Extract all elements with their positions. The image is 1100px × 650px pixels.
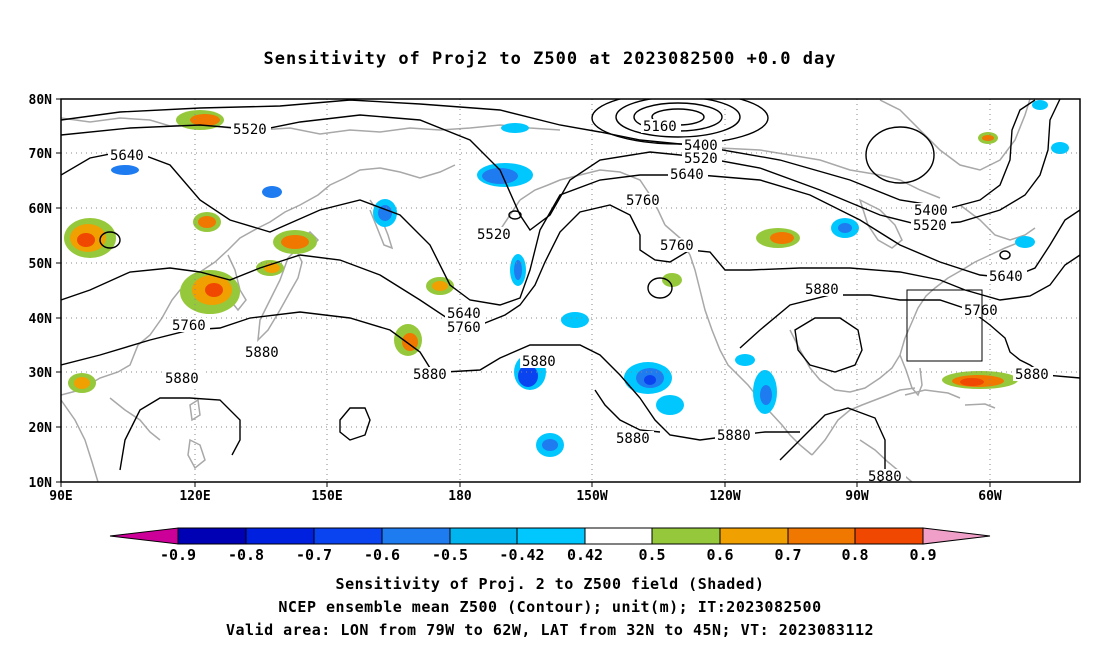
lon-label: 150E bbox=[311, 489, 342, 504]
colorbar-label: -0.6 bbox=[364, 546, 400, 564]
lon-label: 120W bbox=[709, 489, 740, 504]
contour-label: 5640 bbox=[110, 148, 144, 164]
negative-patch-baja bbox=[735, 354, 777, 414]
colorbar-label: -0.8 bbox=[228, 546, 264, 564]
contour-labels: 5160 5400 5400 5520 5520 5520 5520 5640 … bbox=[110, 119, 1049, 485]
colorbar-segment bbox=[381, 527, 451, 545]
contour-label: 5520 bbox=[684, 151, 718, 167]
longitude-axis: 90E 120E 150E 180 150W 120W 90W 60W bbox=[49, 482, 1002, 504]
negative-patch-canada bbox=[111, 100, 1069, 248]
lat-label: 80N bbox=[29, 93, 53, 108]
contour-label: 5880 bbox=[165, 371, 199, 387]
colorbar-segment bbox=[651, 527, 721, 545]
lon-label: 90W bbox=[845, 489, 869, 504]
colorbar-segment bbox=[787, 527, 856, 545]
latitude-axis: 80N 70N 60N 50N 40N 30N 20N 10N bbox=[29, 93, 61, 491]
contour-label: 5880 bbox=[717, 428, 751, 444]
lon-label: 120E bbox=[179, 489, 210, 504]
contour-label: 5880 bbox=[868, 469, 902, 485]
contour-label: 5760 bbox=[447, 320, 481, 336]
colorbar: -0.9 -0.8 -0.7 -0.6 -0.5 -0.42 0.42 0.5 … bbox=[109, 527, 991, 564]
contour-label: 5880 bbox=[805, 282, 839, 298]
colorbar-label: -0.9 bbox=[160, 546, 196, 564]
colorbar-label: 0.7 bbox=[774, 546, 801, 564]
colorbar-segment bbox=[516, 527, 586, 545]
contour-label: 5760 bbox=[172, 318, 206, 334]
colorbar-label: 0.42 bbox=[567, 546, 603, 564]
colorbar-label: 0.5 bbox=[638, 546, 665, 564]
lat-label: 20N bbox=[29, 421, 53, 436]
colorbar-label: -0.7 bbox=[296, 546, 332, 564]
colorbar-segment bbox=[177, 527, 247, 545]
negative-patch-bering bbox=[262, 123, 533, 227]
contour-label: 5760 bbox=[626, 193, 660, 209]
positive-patch-atlantic bbox=[68, 371, 1018, 393]
lat-label: 60N bbox=[29, 202, 53, 217]
contour-label: 5880 bbox=[413, 367, 447, 383]
contour-label: 5880 bbox=[616, 431, 650, 447]
lat-label: 50N bbox=[29, 257, 53, 272]
positive-patch-rockies bbox=[662, 228, 800, 287]
negative-patch-central-pacific bbox=[514, 312, 589, 457]
colorbar-segment bbox=[719, 527, 789, 545]
lat-label: 40N bbox=[29, 312, 53, 327]
colorbar-label: 0.9 bbox=[909, 546, 936, 564]
colorbar-segment bbox=[854, 527, 924, 545]
plot-title: Sensitivity of Proj2 to Z500 at 20230825… bbox=[263, 49, 837, 69]
contour-label: 5520 bbox=[233, 122, 267, 138]
contour-label: 5520 bbox=[477, 227, 511, 243]
colorbar-segment bbox=[245, 527, 315, 545]
lon-label: 150W bbox=[576, 489, 607, 504]
lat-label: 30N bbox=[29, 366, 53, 381]
caption-line-3: Valid area: LON from 79W to 62W, LAT fro… bbox=[225, 621, 875, 639]
map-frame bbox=[60, 98, 1081, 483]
colorbar-label: -0.42 bbox=[499, 546, 544, 564]
colorbar-label: -0.5 bbox=[432, 546, 468, 564]
lat-label: 10N bbox=[29, 476, 53, 491]
colorbar-label: 0.8 bbox=[841, 546, 868, 564]
contour-label: 5400 bbox=[684, 138, 718, 154]
contour-label: 5520 bbox=[913, 218, 947, 234]
colorbar-max-arrow bbox=[922, 527, 991, 545]
valid-area-box bbox=[906, 289, 983, 362]
positive-patch-sakhalin bbox=[256, 230, 317, 276]
negative-patch-hawaii-north bbox=[624, 362, 684, 415]
contour-label: 5640 bbox=[989, 269, 1023, 285]
positive-patch-manchuria bbox=[180, 270, 240, 314]
colorbar-segment bbox=[449, 527, 518, 545]
colorbar-segment bbox=[313, 527, 383, 545]
positive-patch-siberia bbox=[176, 110, 224, 232]
caption-line-2: NCEP ensemble mean Z500 (Contour); unit(… bbox=[278, 598, 822, 616]
colorbar-segment bbox=[584, 527, 653, 545]
colorbar-label: 0.6 bbox=[706, 546, 733, 564]
contour-label: 5640 bbox=[670, 167, 704, 183]
lon-label: 60W bbox=[978, 489, 1002, 504]
contour-label: 5400 bbox=[914, 203, 948, 219]
colorbar-min-arrow bbox=[109, 527, 179, 545]
lat-label: 70N bbox=[29, 147, 53, 162]
lon-label: 180 bbox=[448, 489, 472, 504]
positive-patch-mongolia bbox=[64, 218, 116, 258]
contour-label: 5760 bbox=[660, 238, 694, 254]
contour-label: 5880 bbox=[245, 345, 279, 361]
negative-patch-gulf-alaska bbox=[510, 254, 526, 286]
sensitivity-shading bbox=[64, 100, 1069, 457]
contour-label: 5760 bbox=[964, 303, 998, 319]
lon-label: 90E bbox=[49, 489, 72, 504]
contour-label: 5880 bbox=[522, 354, 556, 370]
positive-patch-greenland bbox=[978, 132, 998, 144]
contour-label: 5640 bbox=[447, 306, 481, 322]
caption-line-1: Sensitivity of Proj. 2 to Z500 field (Sh… bbox=[335, 575, 765, 593]
contour-label: 5880 bbox=[1015, 367, 1049, 383]
contour-label: 5160 bbox=[643, 119, 677, 135]
